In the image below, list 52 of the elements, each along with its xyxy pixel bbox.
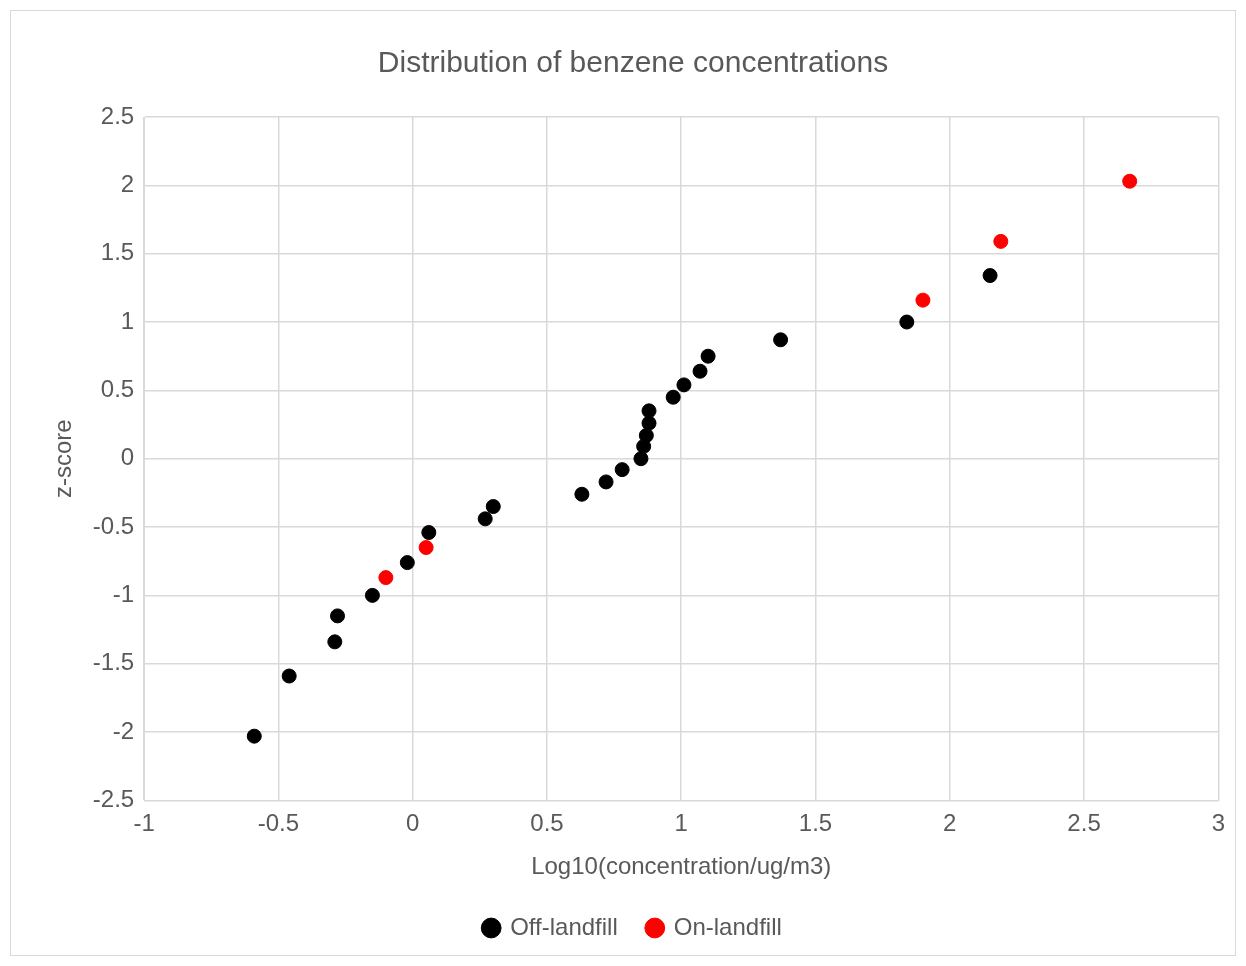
x-tick-label: 0: [406, 809, 420, 837]
x-tick-label: 3: [1211, 809, 1226, 837]
point: [281, 668, 297, 684]
point: [982, 268, 998, 284]
point: [485, 499, 501, 515]
point: [676, 377, 692, 393]
point: [598, 474, 614, 490]
y-tick-label: 0: [120, 443, 135, 471]
x-tick-label: 1.5: [798, 809, 833, 837]
x-tick-label: 2: [943, 809, 957, 837]
point: [700, 348, 716, 364]
y-tick-label: -1: [112, 580, 135, 608]
chart-title: Distribution of benzene concentrations: [377, 45, 889, 79]
y-tick-label: 0.5: [100, 374, 135, 402]
point: [641, 403, 657, 419]
point: [378, 570, 394, 586]
point: [421, 525, 437, 541]
point: [1122, 173, 1138, 189]
point: [330, 608, 346, 624]
y-tick-label: 1: [120, 306, 135, 334]
y-tick-label: -1.5: [92, 648, 135, 676]
legend-label: On-landfill: [673, 912, 782, 940]
point: [993, 233, 1009, 249]
point: [641, 415, 657, 431]
point: [915, 292, 931, 308]
y-tick-label: 2.5: [100, 101, 135, 129]
y-tick-label: -2: [112, 716, 135, 744]
point: [692, 363, 708, 379]
y-tick-label: 1.5: [100, 238, 135, 266]
point: [899, 314, 915, 330]
x-tick-label: 1: [674, 809, 688, 837]
point: [773, 332, 789, 348]
point: [614, 462, 630, 478]
point: [327, 634, 343, 650]
x-tick-label: -0.5: [257, 809, 300, 837]
y-tick-label: -0.5: [92, 511, 135, 539]
y-tick-label: 2: [120, 169, 135, 197]
y-axis-title: z-score: [49, 419, 77, 499]
x-tick-label: 2.5: [1067, 809, 1101, 837]
point: [665, 389, 681, 405]
x-tick-label: 0.5: [530, 809, 564, 837]
point: [638, 427, 654, 443]
x-axis-title: Log10(concentration/ug/m3): [531, 852, 832, 880]
point: [399, 555, 415, 571]
y-tick-label: -2.5: [92, 785, 135, 813]
point: [246, 728, 262, 744]
point: [633, 451, 649, 467]
point: [364, 587, 380, 603]
point: [477, 511, 493, 527]
legend-label: Off-landfill: [510, 912, 618, 940]
point: [418, 540, 434, 556]
point: [574, 486, 590, 502]
